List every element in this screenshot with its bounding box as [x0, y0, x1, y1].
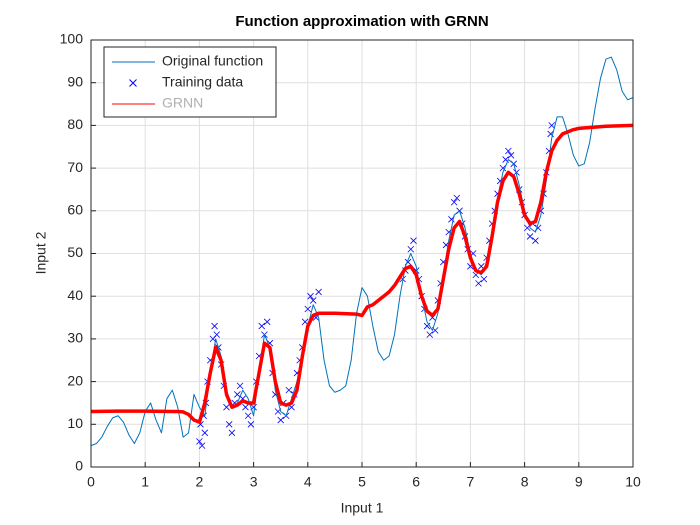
data-point [450, 198, 458, 206]
x-tick-label: 6 [412, 474, 420, 490]
data-point [513, 169, 520, 176]
data-point [247, 421, 255, 428]
y-tick-label: 40 [67, 287, 83, 303]
y-tick-label: 70 [67, 159, 83, 175]
x-tick-label: 1 [141, 474, 149, 490]
data-point [285, 386, 293, 394]
series-line [90, 123, 634, 424]
data-point [225, 421, 233, 428]
axes-box [90, 39, 634, 468]
data-point [507, 152, 515, 159]
y-tick-label: 100 [60, 31, 84, 47]
y-tick-label: 50 [67, 244, 83, 260]
data-point [196, 438, 203, 445]
y-tick-label: 10 [67, 415, 83, 431]
legend-marker [129, 79, 137, 87]
x-tick-label: 2 [196, 474, 204, 490]
x-tick-label: 0 [87, 474, 95, 490]
data-point [407, 245, 415, 253]
data-point [309, 297, 317, 304]
data-point [244, 412, 252, 420]
y-tick-label: 20 [67, 372, 83, 388]
x-axis-label: Input 1 [341, 500, 384, 516]
y-tick-label: 30 [67, 330, 83, 346]
data-point [201, 429, 209, 437]
y-tick-label: 80 [67, 116, 83, 132]
data-point [223, 403, 230, 411]
legend-label: GRNN [162, 95, 203, 111]
data-point [475, 280, 482, 287]
legend-label: Original function [162, 53, 263, 69]
x-tick-label: 9 [575, 474, 583, 490]
chart-title: Function approximation with GRNN [235, 13, 488, 30]
x-tick-label: 3 [250, 474, 258, 490]
data-point [234, 391, 241, 398]
data-point [453, 194, 461, 202]
data-point [277, 416, 284, 424]
data-point [242, 403, 249, 411]
data-point [499, 164, 507, 172]
x-tick-label: 5 [358, 474, 366, 490]
y-tick-label: 60 [67, 202, 83, 218]
data-point [526, 233, 534, 240]
data-point [307, 292, 314, 300]
legend-label: Training data [162, 74, 243, 90]
x-tick-label: 10 [625, 474, 641, 490]
data-point [213, 331, 221, 338]
data-point [198, 442, 206, 449]
data-point [258, 322, 266, 330]
data-point [505, 147, 512, 155]
data-point [426, 331, 434, 338]
data-point [304, 305, 312, 313]
x-tick-label: 4 [304, 474, 312, 490]
data-point [410, 237, 417, 244]
data-point [228, 429, 236, 437]
series-line [90, 56, 634, 447]
data-point [263, 318, 271, 326]
data-point [548, 122, 555, 129]
y-tick-label: 0 [75, 458, 83, 474]
data-point [480, 275, 488, 283]
y-tick-label: 90 [67, 73, 83, 89]
x-tick-label: 8 [521, 474, 529, 490]
data-point [532, 237, 539, 244]
data-point [211, 322, 218, 330]
y-axis-label: Input 2 [33, 231, 49, 274]
data-point [315, 288, 322, 296]
x-tick-label: 7 [467, 474, 475, 490]
data-point [236, 382, 244, 390]
